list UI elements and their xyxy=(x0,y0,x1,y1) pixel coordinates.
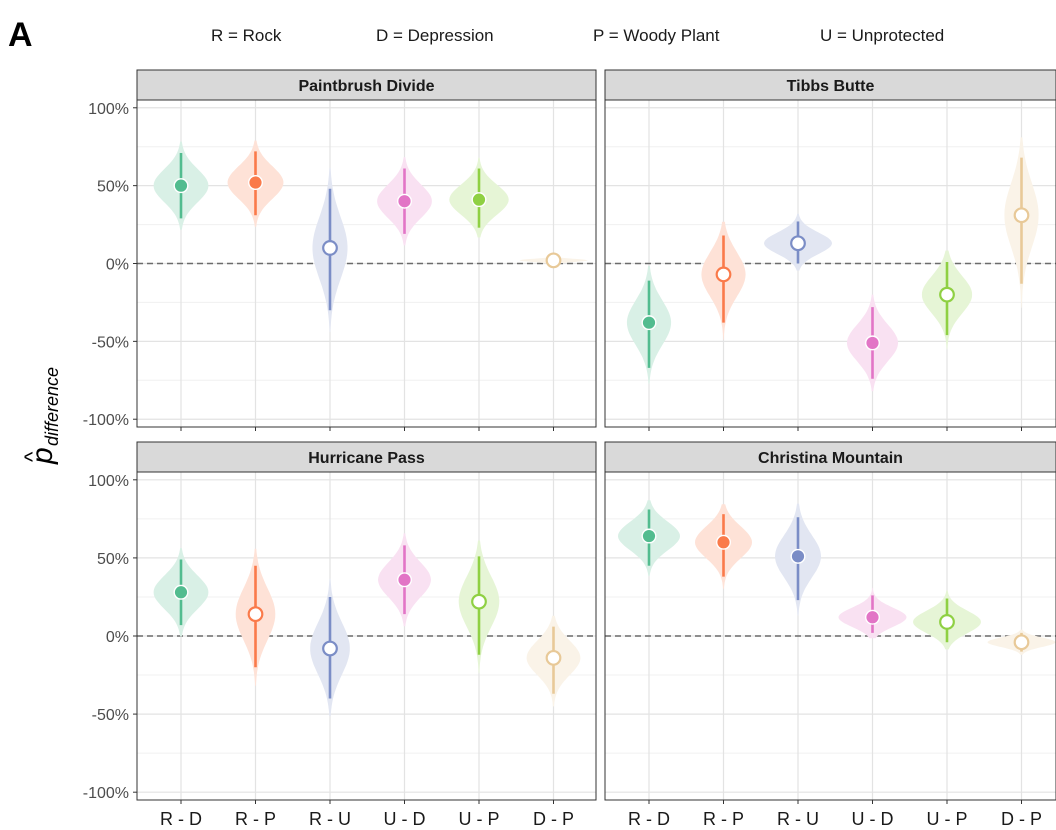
y-tick-label: 0% xyxy=(106,629,129,646)
point-estimate xyxy=(1013,634,1030,651)
point-estimate xyxy=(641,528,657,544)
point-estimate xyxy=(322,640,338,657)
point-estimate xyxy=(545,649,562,666)
y-tick-label: -100% xyxy=(83,412,129,429)
legend-item-unprotected: U = Unprotected xyxy=(820,26,944,45)
y-tick-label: -50% xyxy=(92,334,129,351)
point-estimate xyxy=(1013,207,1030,224)
legend-item-rock: R = Rock xyxy=(211,26,282,45)
y-tick-label: -100% xyxy=(83,785,129,802)
y-tick-label: 0% xyxy=(106,257,129,274)
y-tick-label: 50% xyxy=(97,551,129,568)
facet-title: Tibbs Butte xyxy=(787,78,875,95)
point-estimate xyxy=(939,614,955,630)
y-axis-label: ^ p difference xyxy=(20,367,62,465)
x-tick-label: R - U xyxy=(309,809,351,829)
point-estimate xyxy=(641,315,657,331)
facet-panel: Paintbrush Divide 100% 50% 0% -50% -100% xyxy=(83,69,597,431)
point-estimate xyxy=(545,252,562,269)
point-estimate xyxy=(715,266,732,283)
point-estimate xyxy=(716,534,732,550)
x-tick-label: D - P xyxy=(533,809,574,829)
legend-item-woody-plant: P = Woody Plant xyxy=(593,26,720,45)
facet-title: Christina Mountain xyxy=(758,450,903,467)
facet-title: Hurricane Pass xyxy=(308,450,425,467)
x-tick-label: R - P xyxy=(703,809,744,829)
x-tick-label: U - D xyxy=(852,809,894,829)
x-tick-label: U - P xyxy=(926,809,967,829)
point-estimate xyxy=(397,572,413,588)
point-estimate xyxy=(173,178,189,194)
strip-background xyxy=(136,69,597,101)
y-axis-label-hat: ^ xyxy=(20,451,45,462)
strip-background xyxy=(604,69,1056,101)
y-axis-label-main: p xyxy=(26,447,59,465)
facet-panel: Tibbs Butte xyxy=(604,69,1056,431)
point-estimate xyxy=(471,192,487,208)
point-estimate xyxy=(247,606,264,623)
strip-background xyxy=(136,441,597,473)
y-tick-label: -50% xyxy=(92,707,129,724)
y-axis-label-sub: difference xyxy=(42,367,62,446)
point-estimate xyxy=(865,609,881,625)
point-estimate xyxy=(247,175,263,191)
point-estimate xyxy=(939,286,955,303)
x-tick-label: R - D xyxy=(160,809,202,829)
x-tick-label: D - P xyxy=(1001,809,1042,829)
x-tick-label: R - U xyxy=(777,809,819,829)
facet-title: Paintbrush Divide xyxy=(298,78,434,95)
strip-background xyxy=(604,441,1056,473)
point-estimate xyxy=(173,584,189,600)
legend: R = Rock D = Depression P = Woody Plant … xyxy=(211,26,944,45)
x-tick-label: R - D xyxy=(628,809,670,829)
x-tick-label: U - D xyxy=(384,809,426,829)
facet-panel: Christina Mountain R - D R - P R - U U - D U … xyxy=(604,441,1056,829)
x-tick-label: R - P xyxy=(235,809,276,829)
y-tick-label: 100% xyxy=(88,101,129,118)
legend-item-depression: D = Depression xyxy=(376,26,494,45)
y-tick-label: 100% xyxy=(88,473,129,490)
point-estimate xyxy=(397,193,413,209)
point-estimate xyxy=(865,335,881,351)
point-estimate xyxy=(322,240,338,256)
point-estimate xyxy=(790,235,806,252)
panel-letter: A xyxy=(8,16,33,54)
facet-panel: Hurricane Pass 100% 50% 0% -50% -100% R - D R -… xyxy=(83,441,597,829)
x-tick-label: U - P xyxy=(458,809,499,829)
panels: Paintbrush Divide 100% 50% 0% -50% -100% Tibbs… xyxy=(83,69,1056,829)
y-tick-label: 50% xyxy=(97,179,129,196)
point-estimate xyxy=(790,548,806,564)
point-estimate xyxy=(471,593,487,610)
